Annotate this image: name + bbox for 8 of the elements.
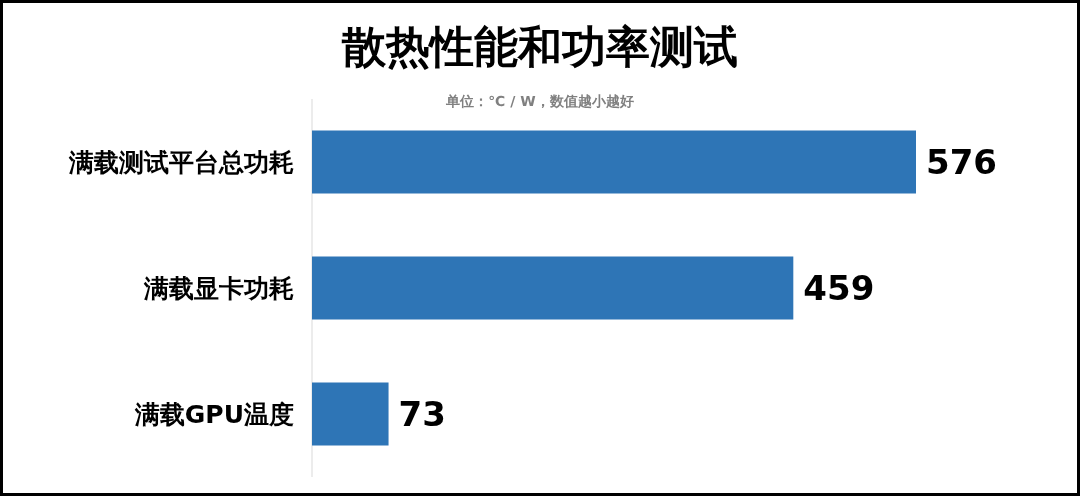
data-label: 576 xyxy=(926,141,997,182)
y-tick-label: 满载GPU温度 xyxy=(133,399,294,429)
data-label: 73 xyxy=(398,393,446,434)
chart-subtitle: 单位：℃ / W，数值越小越好 xyxy=(445,93,634,109)
data-label: 459 xyxy=(803,267,875,308)
y-tick-label: 满载显卡功耗 xyxy=(143,273,294,303)
chart-title: 散热性能和功率测试 xyxy=(341,21,738,72)
y-tick-label: 满载测试平台总功耗 xyxy=(68,147,294,177)
